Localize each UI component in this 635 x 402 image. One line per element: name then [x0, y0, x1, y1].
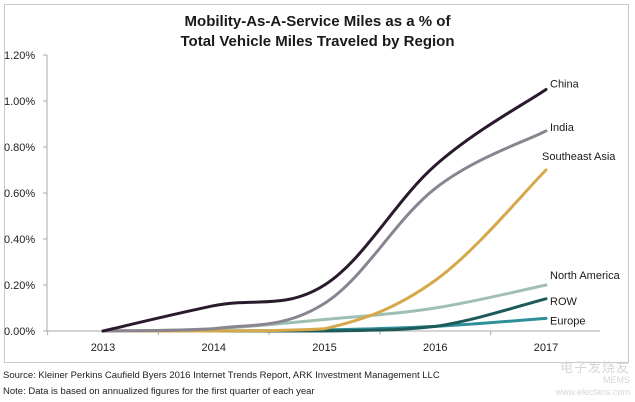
x-axis-ticks: 2013 2014 2015 2016 2017 — [47, 331, 558, 354]
data-note: Note: Data is based on annualized figure… — [3, 386, 315, 397]
series-line-southeast-asia — [101, 168, 548, 333]
y-tick-label: 0.20% — [4, 280, 35, 292]
series-line-india — [101, 129, 548, 333]
series-lines — [101, 88, 548, 333]
watermark-line-1: 电子发烧友 — [559, 360, 630, 375]
series-label-north-america: North America — [550, 270, 621, 282]
watermark-line-3: www.elecfans.com — [555, 387, 630, 397]
chart-title-line-1: Mobility-As-A-Service Miles as a % of — [184, 13, 451, 30]
y-tick-label: 0.40% — [4, 234, 35, 246]
chart-title: Mobility-As-A-Service Miles as a % of To… — [0, 12, 635, 52]
x-tick-label: 2014 — [202, 342, 226, 354]
x-tick-label: 2015 — [312, 342, 336, 354]
chart-title-line-2: Total Vehicle Miles Traveled by Region — [180, 33, 455, 50]
series-label-europe: Europe — [550, 315, 585, 327]
series-labels: China India Southeast Asia North America ROW… — [542, 79, 621, 328]
axes — [43, 55, 600, 332]
watermark: 电子发烧友 MEMS www.elecfans.com — [530, 360, 630, 400]
series-line-china — [101, 88, 548, 333]
y-axis-ticks: 0.00% 0.20% 0.40% 0.60% 0.80% 1.00% 1.20% — [4, 50, 47, 338]
y-tick-label: 0.60% — [4, 188, 35, 200]
series-label-china: China — [550, 79, 580, 91]
watermark-line-2: MEMS — [603, 375, 630, 385]
y-tick-label: 1.20% — [4, 50, 35, 62]
x-tick-label: 2013 — [91, 342, 115, 354]
x-tick-label: 2017 — [534, 342, 558, 354]
series-label-india: India — [550, 122, 575, 134]
y-tick-label: 0.80% — [4, 142, 35, 154]
y-tick-label: 0.00% — [4, 326, 35, 338]
y-tick-label: 1.00% — [4, 96, 35, 108]
source-note: Source: Kleiner Perkins Caufield Byers 2… — [3, 370, 440, 381]
series-label-row: ROW — [550, 296, 578, 308]
x-tick-label: 2016 — [423, 342, 447, 354]
series-label-southeast-asia: Southeast Asia — [542, 151, 616, 163]
